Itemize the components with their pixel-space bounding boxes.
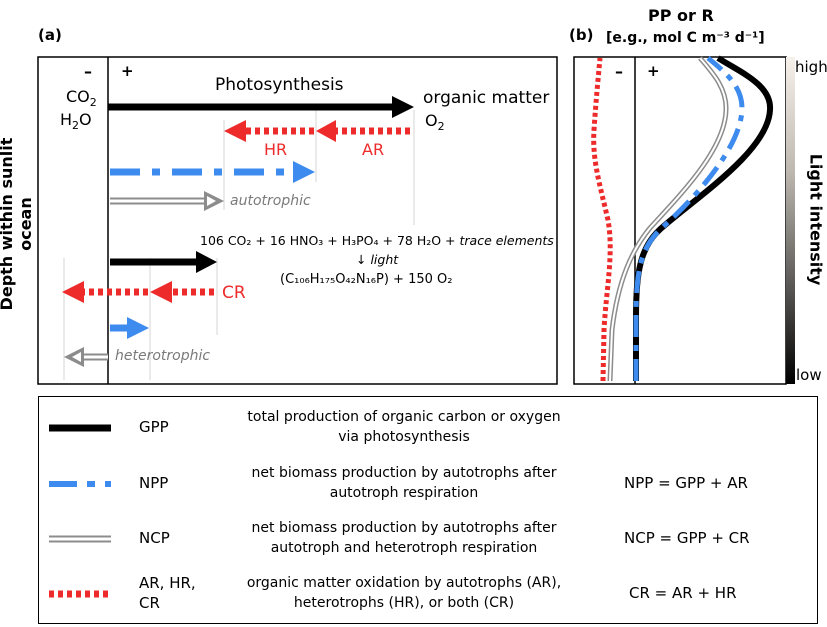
organic-matter-label: organic matter — [423, 88, 550, 108]
legend-gpp-desc: total production of organic carbon or ox… — [247, 409, 561, 445]
equation-line1: 106 CO₂ + 16 HNO₃ + H₃PO₄ + 78 H₂O + tra… — [200, 233, 554, 248]
npp-curve — [633, 56, 745, 381]
equation-arrow: ↓ light — [356, 252, 399, 267]
legend-resp-name: AR, HR, CR — [139, 574, 196, 612]
ar-label: AR — [362, 140, 385, 159]
legend: GPP total production of organic carbon o… — [38, 396, 818, 624]
light-intensity-bar — [786, 57, 795, 384]
h2o-label: H2O — [60, 110, 92, 133]
panel-a-label: (a) — [38, 26, 62, 44]
cr-label: CR — [222, 283, 246, 303]
legend-npp-eq: NPP = GPP + AR — [624, 474, 748, 492]
legend-npp-desc: net biomass production by autotrophs aft… — [251, 465, 557, 501]
heterotrophic-label: heterotrophic — [115, 348, 211, 364]
light-low-label: low — [796, 366, 822, 384]
hr-label: HR — [264, 140, 288, 159]
panel-b-title-line1: PP or R — [648, 6, 714, 25]
panel-a-frame — [37, 56, 558, 385]
panel-b-label: (b) — [569, 26, 594, 44]
ncp-autotrophic-arrow — [110, 191, 224, 211]
gpp-curve — [633, 55, 774, 381]
panel-a-diagram — [37, 55, 795, 385]
panel-a-plus: + — [121, 62, 134, 80]
panel-b-plus: + — [647, 62, 660, 80]
o2-label: O2 — [425, 111, 445, 134]
resp-curve — [591, 57, 613, 382]
light-high-label: high — [795, 58, 827, 76]
legend-resp-desc: organic matter oxidation by autotrophs (… — [246, 575, 562, 611]
ncp-curve — [607, 56, 729, 382]
equation-line3: (C₁₀₆H₁₇₅O₄₂N₁₆P) + 150 O₂ — [280, 272, 453, 287]
panel-b-title-line2: [e.g., mol C m⁻³ d⁻¹] — [606, 30, 765, 46]
npp-arrow-small — [110, 317, 149, 339]
legend-ncp-name: NCP — [139, 529, 170, 547]
photosynthesis-arrow — [108, 96, 414, 118]
panel-a-minus: – — [84, 62, 92, 81]
panel-b-minus: – — [615, 62, 623, 81]
legend-swatches — [49, 424, 111, 598]
gpp-arrow-small — [110, 251, 217, 273]
legend-ncp-eq: NCP = GPP + CR — [624, 529, 750, 547]
ar-arrow — [316, 120, 410, 142]
co2-label: CO2 — [66, 87, 97, 110]
ncp-heterotrophic-arrow — [64, 347, 108, 367]
photosynthesis-label: Photosynthesis — [215, 75, 344, 95]
autotrophic-label: autotrophic — [230, 193, 311, 209]
hr-arrow — [224, 120, 314, 142]
legend-gpp-name: GPP — [139, 418, 169, 436]
legend-resp-eq: CR = AR + HR — [629, 584, 737, 602]
npp-arrow-a — [110, 161, 315, 183]
cr-arrow — [62, 281, 214, 303]
legend-npp-name: NPP — [139, 474, 169, 492]
guide-lines — [63, 110, 415, 380]
legend-ncp-desc: net biomass production by autotrophs aft… — [251, 520, 557, 556]
light-intensity-label: Light intensity — [806, 153, 826, 286]
